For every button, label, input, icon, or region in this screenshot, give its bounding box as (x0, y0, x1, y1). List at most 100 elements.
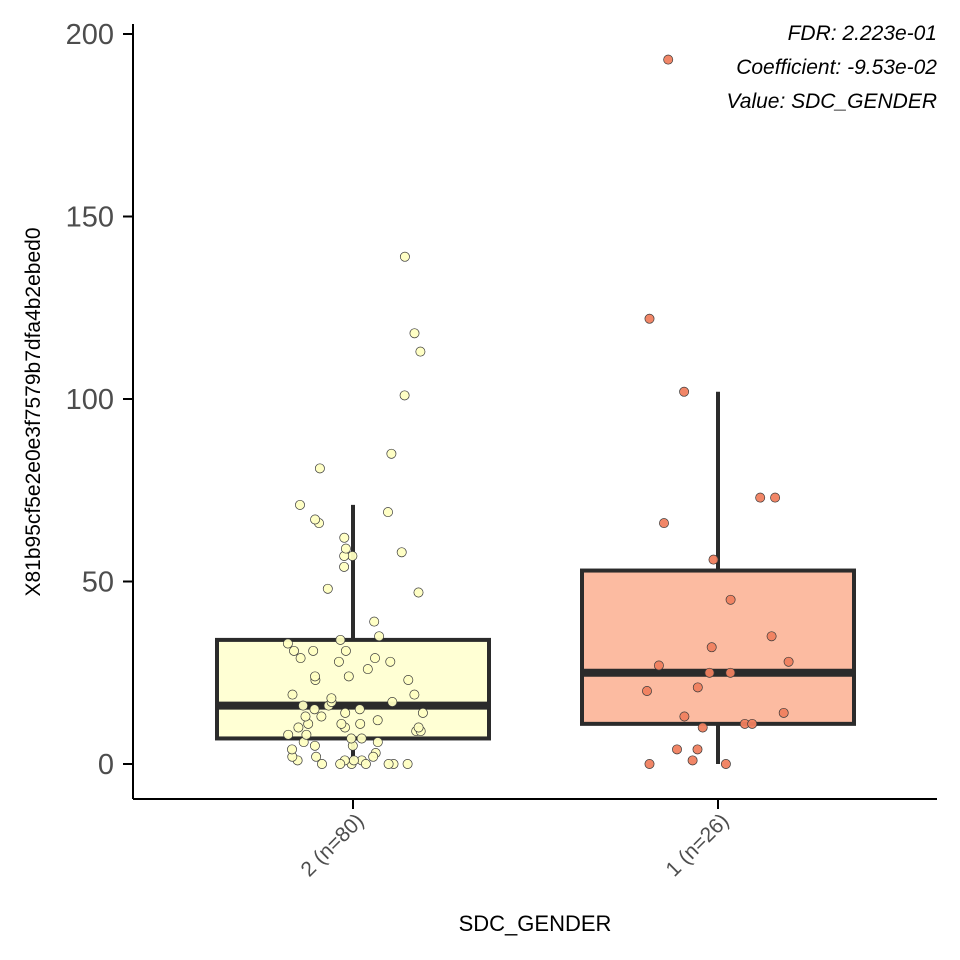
data-point (679, 711, 690, 722)
data-point (372, 737, 383, 748)
data-point (333, 656, 344, 667)
data-point (679, 386, 690, 397)
data-point (725, 594, 736, 605)
data-point (747, 718, 758, 729)
data-point (413, 587, 424, 598)
data-point (409, 689, 420, 700)
data-point (403, 675, 414, 685)
data-point (687, 755, 698, 766)
data-point (399, 251, 410, 262)
data-point (282, 638, 293, 649)
data-point (766, 631, 777, 642)
data-point (287, 744, 297, 755)
data-point (301, 729, 312, 740)
data-point (659, 518, 669, 529)
data-point (383, 507, 393, 518)
data-point (770, 492, 781, 503)
data-point (725, 667, 736, 678)
data-point (369, 616, 380, 627)
data-point (340, 707, 351, 718)
data-point (308, 645, 319, 656)
data-point (310, 514, 321, 525)
data-point (356, 733, 367, 744)
y-axis-title: X81b95cf5e2e0e3f7579b7dfa4b2ebed0 (22, 227, 45, 596)
data-point (354, 704, 365, 715)
data-point (644, 313, 655, 324)
fdr-annotation: FDR: 2.223e-01 (788, 22, 937, 45)
data-point (339, 532, 350, 543)
data-point (343, 671, 354, 682)
y-tick-label: 0 (98, 749, 114, 781)
y-tick-label: 150 (66, 202, 114, 234)
data-point (309, 740, 320, 751)
x-axis-title: SDC_GENDER (459, 911, 612, 936)
data-point (720, 759, 731, 769)
data-point (706, 642, 717, 653)
data-point (309, 704, 320, 715)
data-point (362, 664, 373, 675)
points-layer (282, 54, 794, 769)
data-point (298, 700, 309, 711)
data-point (708, 554, 719, 565)
data-point (316, 711, 327, 722)
data-point (642, 686, 652, 696)
data-point (370, 653, 380, 664)
data-point (295, 499, 305, 510)
data-point (778, 707, 789, 718)
x-tick-label: 2 (n=80) (297, 809, 369, 881)
data-point (348, 755, 359, 766)
data-point (368, 751, 379, 762)
data-point (287, 689, 298, 700)
y-axis-ticks: 0 50 100 150 200 (66, 19, 133, 781)
data-point (663, 54, 674, 65)
data-point (409, 328, 420, 339)
data-point (399, 390, 410, 401)
data-point (386, 448, 397, 459)
data-point (653, 660, 664, 671)
data-point (355, 718, 366, 729)
data-point (289, 645, 299, 656)
data-point (317, 759, 327, 769)
data-point (385, 656, 396, 667)
data-point (415, 346, 426, 357)
data-point (283, 729, 294, 740)
data-point (360, 759, 371, 769)
data-point (339, 561, 350, 572)
iqr-box (580, 568, 856, 726)
value-annotation: Value: SDC_GENDER (727, 90, 937, 113)
data-point (340, 543, 351, 554)
data-point (347, 551, 358, 561)
data-point (311, 751, 322, 762)
data-point (335, 634, 346, 645)
iqr-box (215, 637, 491, 741)
data-point (346, 733, 357, 744)
x-tick-label: 1 (n=26) (662, 809, 734, 881)
data-point (293, 722, 304, 733)
data-point (326, 693, 337, 704)
data-point (322, 583, 333, 594)
data-point (310, 671, 320, 682)
data-point (295, 653, 306, 664)
x-axis-ticks: 2 (n=80) 1 (n=26) (297, 799, 734, 881)
data-point (755, 492, 766, 503)
data-point (692, 682, 703, 693)
data-point (372, 715, 383, 726)
data-point (335, 759, 346, 769)
y-tick-label: 100 (66, 384, 114, 416)
data-point (692, 744, 703, 755)
boxes-layer (215, 391, 856, 764)
data-point (402, 759, 413, 769)
data-point (374, 631, 385, 642)
data-point (300, 711, 311, 722)
box-group (580, 391, 856, 764)
y-tick-label: 50 (82, 567, 114, 599)
data-point (314, 463, 325, 474)
data-point (383, 759, 394, 769)
data-point (417, 707, 428, 718)
data-point (644, 759, 655, 769)
data-point (783, 656, 794, 667)
coefficient-annotation: Coefficient: -9.53e-02 (736, 56, 937, 79)
data-point (336, 718, 347, 729)
data-point (340, 645, 351, 656)
